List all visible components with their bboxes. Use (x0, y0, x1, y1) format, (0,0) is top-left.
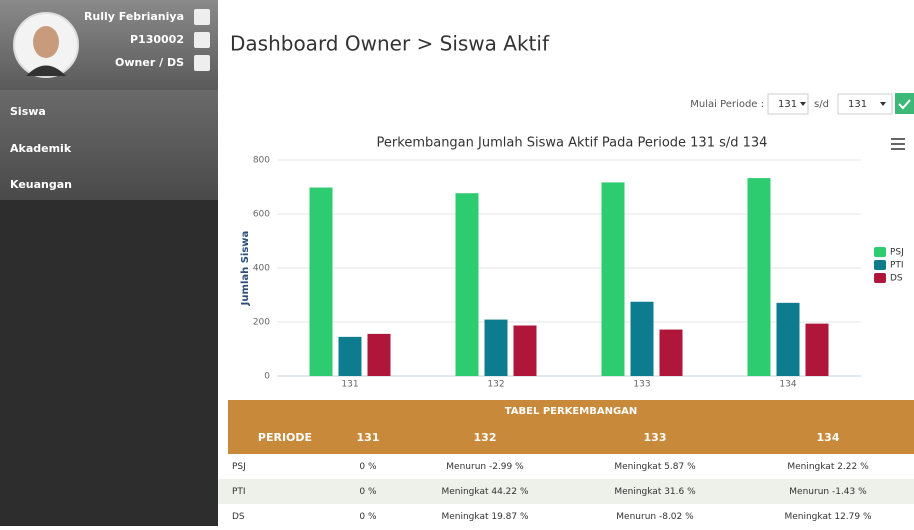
user-id: P130002 (130, 33, 184, 46)
menu-item[interactable]: Siswa (10, 105, 46, 118)
bar (456, 193, 479, 376)
legend-swatch (874, 273, 886, 283)
legend-swatch (874, 247, 886, 257)
x-tick-label: 133 (633, 380, 650, 390)
user-role: Owner / DS (115, 56, 184, 69)
icon-users[interactable] (194, 9, 210, 25)
y-tick-label: 800 (253, 156, 270, 166)
y-axis-label: Jumlah Siswa (240, 231, 251, 307)
icon-key[interactable] (194, 32, 210, 48)
x-tick-label: 134 (779, 380, 796, 390)
table-cell: 0 % (359, 512, 377, 522)
bar (660, 330, 683, 376)
user-name: Rully Febrianiya (84, 10, 184, 23)
table-cell: Meningkat 44.22 % (441, 487, 529, 497)
y-tick-label: 400 (253, 264, 270, 274)
y-tick-label: 200 (253, 318, 270, 328)
table-column-header: 132 (474, 431, 497, 444)
table-cell: Meningkat 2.22 % (787, 462, 869, 472)
table-cell: PTI (232, 487, 246, 497)
table-cell: Meningkat 12.79 % (784, 512, 872, 522)
start-value[interactable]: 131 (778, 99, 797, 110)
bar (368, 334, 391, 376)
table-column-header: 134 (817, 431, 840, 444)
table-cell: 0 % (359, 487, 377, 497)
x-tick-label: 131 (341, 380, 358, 390)
legend-label: PTI (890, 261, 904, 271)
table-cell: 0 % (359, 462, 377, 472)
filter-separator: s/d (814, 99, 829, 110)
end-value[interactable]: 131 (848, 99, 867, 110)
table-cell: Menurun -2.99 % (446, 462, 524, 472)
legend-swatch (874, 260, 886, 270)
table-column-header: 131 (357, 431, 380, 444)
table-cell: Meningkat 19.87 % (441, 512, 529, 522)
table-column-header: 133 (644, 431, 667, 444)
table-cell: Meningkat 5.87 % (614, 462, 696, 472)
icon-logout[interactable] (194, 55, 210, 71)
chart-menu[interactable] (891, 139, 905, 149)
table-title: TABEL PERKEMBANGAN (505, 406, 638, 417)
chart-title: Perkembangan Jumlah Siswa Aktif Pada Per… (377, 136, 768, 151)
table-cell: PSJ (232, 462, 246, 472)
table-column-header: PERIODE (258, 431, 312, 444)
bar (806, 324, 829, 376)
x-tick-label: 132 (487, 380, 504, 390)
bar (310, 188, 333, 376)
menu-item[interactable]: Akademik (10, 142, 72, 155)
screen: Rully Febrianiya P130002 Owner / DS Sisw… (0, 0, 914, 526)
legend-label: PSJ (890, 248, 904, 258)
bar (602, 182, 625, 376)
y-tick-label: 600 (253, 210, 270, 220)
page: {"sidebar": {"user_name": "Rully Febrian… (0, 0, 914, 526)
bar (777, 303, 800, 376)
table-cell: Menurun -1.43 % (789, 487, 867, 497)
bar (339, 337, 362, 376)
table-cell: Meningkat 31.6 % (614, 487, 696, 497)
bar (748, 178, 771, 376)
bar (514, 326, 537, 376)
bar (631, 302, 654, 376)
filter-label: Mulai Periode : (690, 99, 764, 110)
submit-button[interactable] (895, 93, 914, 114)
table-cell: DS (232, 512, 245, 522)
bar (485, 320, 508, 376)
table-cell: Menurun -8.02 % (616, 512, 694, 522)
avatar-face (33, 26, 59, 58)
page-title: Dashboard Owner > Siswa Aktif (230, 32, 550, 56)
y-tick-label: 0 (264, 372, 270, 382)
menu-item[interactable]: Keuangan (10, 178, 72, 191)
legend-label: DS (890, 274, 903, 284)
